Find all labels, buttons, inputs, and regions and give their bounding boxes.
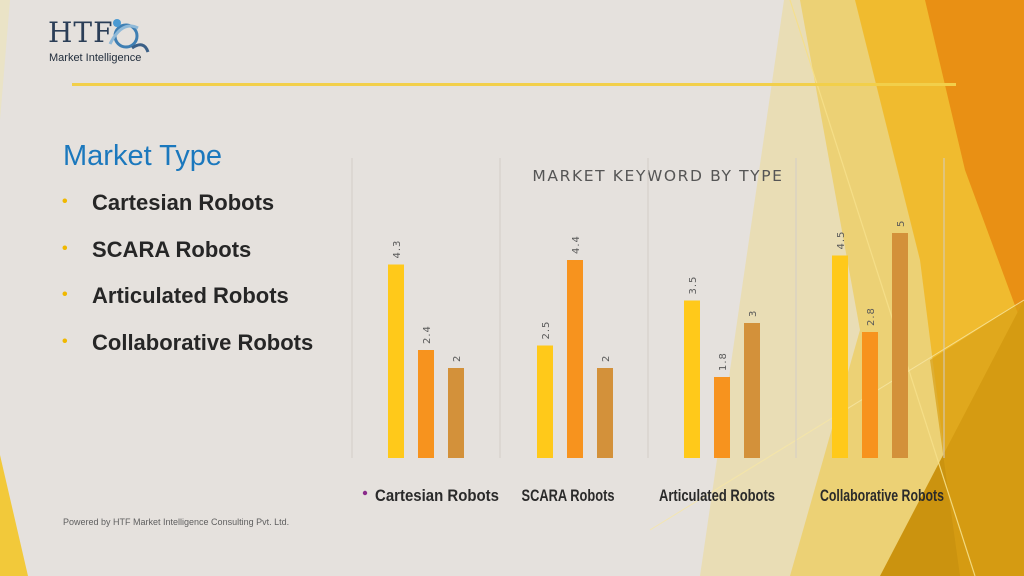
logo-mark: HTF xyxy=(48,16,114,49)
bar xyxy=(892,233,908,458)
htf-logo: HTF Market Intelligence xyxy=(46,14,156,70)
list-item: • Articulated Robots xyxy=(62,283,313,330)
bullet-icon: • xyxy=(62,286,68,303)
bar xyxy=(832,255,848,458)
logo-figure-icon xyxy=(108,19,150,53)
bar xyxy=(744,323,760,458)
data-label: 3 xyxy=(748,310,759,317)
category-label: Articulated Robots xyxy=(659,486,775,505)
data-label: 4.4 xyxy=(571,235,582,254)
list-item-label: Articulated Robots xyxy=(92,283,289,308)
list-item-label: Cartesian Robots xyxy=(92,190,275,215)
data-label: 3.5 xyxy=(688,276,699,295)
bullet-icon: • xyxy=(62,332,68,350)
data-label: 2 xyxy=(601,355,612,362)
chart-title: MARKET KEYWORD BY TYPE xyxy=(532,167,783,185)
list-item: • Cartesian Robots xyxy=(62,190,313,237)
category-label: Collaborative Robots xyxy=(820,486,944,505)
data-label: 2.4 xyxy=(422,325,433,344)
bar xyxy=(448,368,464,458)
header-divider xyxy=(72,83,956,86)
bullet-icon: • xyxy=(62,193,68,210)
bullet-icon: • xyxy=(62,239,68,257)
bar xyxy=(597,368,613,458)
data-label: 2 xyxy=(452,355,463,362)
data-label: 4.3 xyxy=(392,240,403,259)
list-item-label: Collaborative Robots xyxy=(92,329,314,355)
list-item: • SCARA Robots xyxy=(62,237,313,284)
bar xyxy=(418,350,434,458)
bar xyxy=(862,332,878,458)
bar xyxy=(684,300,700,458)
bullet-icon xyxy=(362,490,368,496)
list-item: • Collaborative Robots xyxy=(62,330,313,377)
bar xyxy=(537,345,553,458)
market-type-list: • Cartesian Robots • SCARA Robots • Articul… xyxy=(62,190,313,376)
data-label: 4.5 xyxy=(836,231,847,250)
bar xyxy=(567,260,583,458)
bar xyxy=(714,377,730,458)
page-title: Market Type xyxy=(63,140,223,172)
footer-credit: Powered by HTF Market Intelligence Consu… xyxy=(63,517,290,527)
category-label: Cartesian Robots xyxy=(375,486,499,505)
category-label: SCARA Robots xyxy=(522,486,615,505)
data-label: 5 xyxy=(896,220,907,227)
logo-subtitle: Market Intelligence xyxy=(49,52,142,64)
data-label: 2.8 xyxy=(866,307,877,326)
data-label: 2.5 xyxy=(541,321,552,340)
data-label: 1.8 xyxy=(718,352,729,371)
bar xyxy=(388,264,404,458)
list-item-label: SCARA Robots xyxy=(92,236,252,262)
